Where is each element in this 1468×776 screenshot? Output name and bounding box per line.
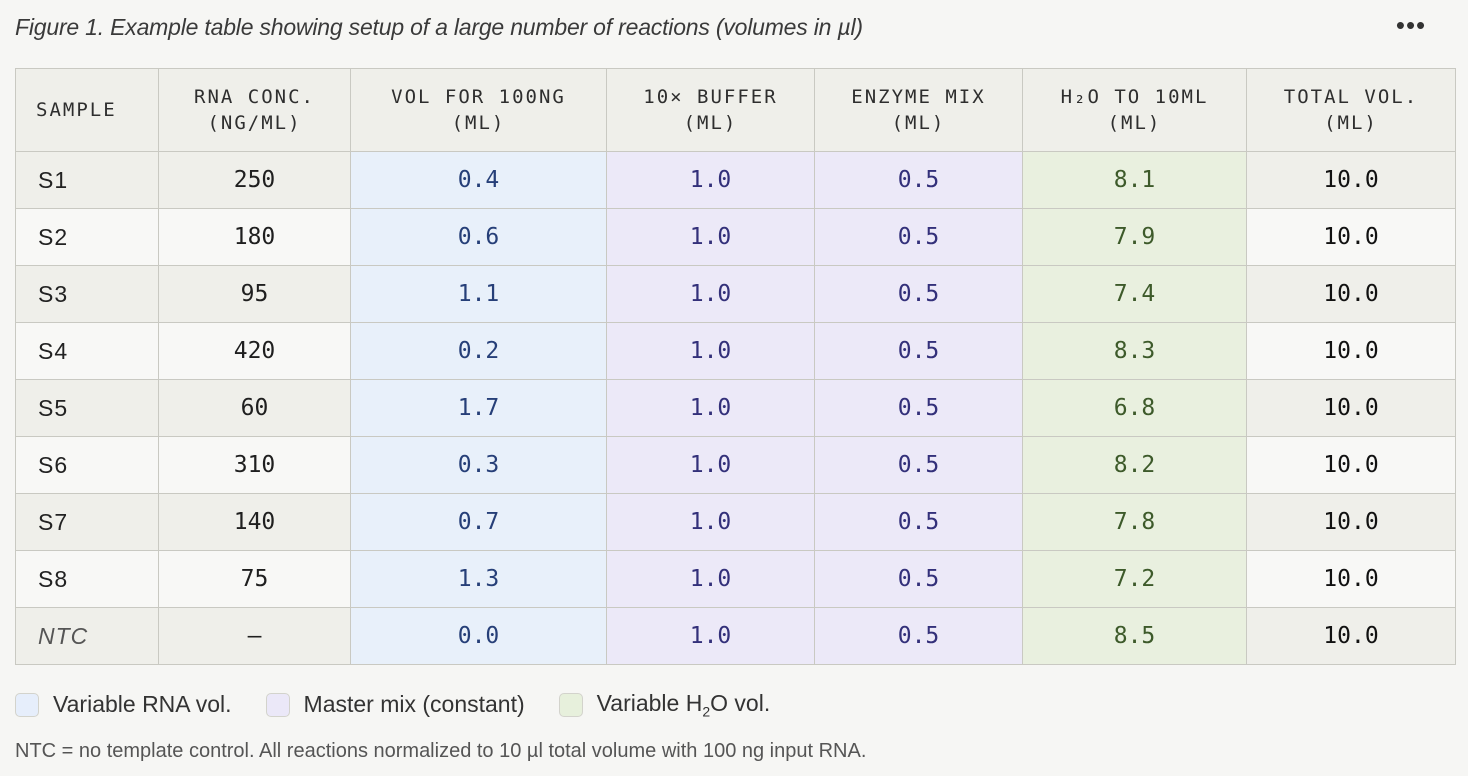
table-row: S3 95 1.1 1.0 0.5 7.4 10.0 <box>15 265 1456 323</box>
cell-sample: S1 <box>15 151 159 209</box>
cell-rna-conc: 95 <box>158 265 351 323</box>
legend-label-rna: Variable RNA vol. <box>53 691 232 718</box>
cell-sample: S8 <box>15 550 159 608</box>
cell-h2o: 8.2 <box>1022 436 1247 494</box>
legend-swatch-h2o <box>558 692 583 717</box>
cell-rna-conc: 140 <box>158 493 351 551</box>
cell-enzyme: 0.5 <box>814 322 1023 380</box>
header-enzyme-mix: ENZYME MIX (ML) <box>814 68 1023 152</box>
cell-rna-vol: 0.3 <box>350 436 607 494</box>
cell-buffer: 1.0 <box>606 151 815 209</box>
cell-sample: S6 <box>15 436 159 494</box>
cell-buffer: 1.0 <box>606 322 815 380</box>
reactions-table: SAMPLE RNA CONC. (NG/ML) VOL FOR 100NG (ML… <box>15 68 1456 665</box>
cell-buffer: 1.0 <box>606 493 815 551</box>
cell-enzyme: 0.5 <box>814 436 1023 494</box>
cell-total: 10.0 <box>1246 550 1456 608</box>
cell-enzyme: 0.5 <box>814 151 1023 209</box>
more-icon: ••• <box>1395 9 1427 40</box>
cell-enzyme: 0.5 <box>814 379 1023 437</box>
table-row: S4 420 0.2 1.0 0.5 8.3 10.0 <box>15 322 1456 380</box>
cell-h2o: 8.3 <box>1022 322 1247 380</box>
legend-swatch-rna <box>15 692 39 717</box>
cell-h2o: 7.8 <box>1022 493 1247 551</box>
table-row: S2 180 0.6 1.0 0.5 7.9 10.0 <box>15 208 1456 266</box>
cell-total: 10.0 <box>1246 493 1456 551</box>
table-header-row: SAMPLE RNA CONC. (NG/ML) VOL FOR 100NG (ML… <box>15 68 1456 152</box>
cell-h2o: 7.9 <box>1022 208 1247 266</box>
cell-total: 10.0 <box>1246 379 1456 437</box>
table-row: S7 140 0.7 1.0 0.5 7.8 10.0 <box>15 493 1456 551</box>
more-options-button[interactable]: ••• <box>1390 8 1432 42</box>
cell-rna-conc: — <box>158 607 351 665</box>
header-buffer: 10× BUFFER (ML) <box>606 68 815 152</box>
legend-item-rna: Variable RNA vol. <box>15 691 232 718</box>
cell-rna-vol: 0.6 <box>350 208 607 266</box>
cell-buffer: 1.0 <box>606 607 815 665</box>
figure-caption: Figure 1. Example table showing setup of… <box>15 14 863 40</box>
cell-rna-vol: 1.3 <box>350 550 607 608</box>
cell-buffer: 1.0 <box>606 265 815 323</box>
cell-buffer: 1.0 <box>606 379 815 437</box>
cell-rna-conc: 310 <box>158 436 351 494</box>
table-row-ntc: NTC — 0.0 1.0 0.5 8.5 10.0 <box>15 607 1456 665</box>
legend-item-h2o: Variable H2O vol. <box>558 690 771 720</box>
cell-sample: S7 <box>15 493 159 551</box>
cell-total: 10.0 <box>1246 151 1456 209</box>
cell-total: 10.0 <box>1246 436 1456 494</box>
table-row: S8 75 1.3 1.0 0.5 7.2 10.0 <box>15 550 1456 608</box>
cell-total: 10.0 <box>1246 322 1456 380</box>
cell-rna-conc: 180 <box>158 208 351 266</box>
cell-rna-conc: 60 <box>158 379 351 437</box>
header-vol-for-100ng: VOL FOR 100NG (ML) <box>350 68 607 152</box>
cell-total: 10.0 <box>1246 607 1456 665</box>
cell-enzyme: 0.5 <box>814 550 1023 608</box>
legend: Variable RNA vol. Master mix (constant) … <box>15 690 804 720</box>
cell-buffer: 1.0 <box>606 208 815 266</box>
table-row: S1 250 0.4 1.0 0.5 8.1 10.0 <box>15 151 1456 209</box>
cell-rna-vol: 0.4 <box>350 151 607 209</box>
cell-buffer: 1.0 <box>606 550 815 608</box>
cell-rna-vol: 1.7 <box>350 379 607 437</box>
cell-h2o: 8.1 <box>1022 151 1247 209</box>
legend-label-mix: Master mix (constant) <box>303 691 525 718</box>
header-total-vol: TOTAL VOL. (ML) <box>1246 68 1456 152</box>
cell-sample: NTC <box>15 607 159 665</box>
legend-item-mix: Master mix (constant) <box>265 691 525 718</box>
cell-sample: S4 <box>15 322 159 380</box>
cell-enzyme: 0.5 <box>814 607 1023 665</box>
footnote: NTC = no template control. All reactions… <box>15 740 867 762</box>
cell-h2o: 7.2 <box>1022 550 1247 608</box>
cell-total: 10.0 <box>1246 265 1456 323</box>
legend-label-h2o: Variable H2O vol. <box>596 690 771 720</box>
cell-enzyme: 0.5 <box>814 265 1023 323</box>
cell-rna-vol: 0.0 <box>350 607 607 665</box>
cell-rna-vol: 0.7 <box>350 493 607 551</box>
table-row: S6 310 0.3 1.0 0.5 8.2 10.0 <box>15 436 1456 494</box>
cell-h2o: 7.4 <box>1022 265 1247 323</box>
table-row: S5 60 1.7 1.0 0.5 6.8 10.0 <box>15 379 1456 437</box>
cell-rna-vol: 0.2 <box>350 322 607 380</box>
cell-rna-vol: 1.1 <box>350 265 607 323</box>
legend-swatch-mix <box>265 692 290 717</box>
cell-sample: S5 <box>15 379 159 437</box>
header-rna-conc: RNA CONC. (NG/ML) <box>158 68 351 152</box>
cell-buffer: 1.0 <box>606 436 815 494</box>
cell-total: 10.0 <box>1246 208 1456 266</box>
header-sample: SAMPLE <box>15 68 159 152</box>
cell-rna-conc: 250 <box>158 151 351 209</box>
cell-enzyme: 0.5 <box>814 208 1023 266</box>
cell-rna-conc: 420 <box>158 322 351 380</box>
cell-h2o: 6.8 <box>1022 379 1247 437</box>
cell-h2o: 8.5 <box>1022 607 1247 665</box>
cell-rna-conc: 75 <box>158 550 351 608</box>
header-h2o: H₂O TO 10ML (ML) <box>1022 68 1247 152</box>
cell-enzyme: 0.5 <box>814 493 1023 551</box>
cell-sample: S3 <box>15 265 159 323</box>
cell-sample: S2 <box>15 208 159 266</box>
